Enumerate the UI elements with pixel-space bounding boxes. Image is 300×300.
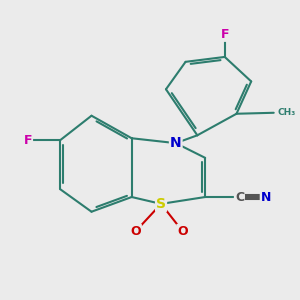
Text: N: N	[170, 136, 182, 150]
Text: O: O	[177, 225, 188, 238]
Text: C: C	[235, 190, 244, 203]
Text: O: O	[130, 225, 141, 238]
Text: F: F	[24, 134, 32, 147]
Text: N: N	[261, 190, 271, 203]
Text: F: F	[220, 28, 229, 41]
Text: S: S	[156, 197, 166, 211]
Text: CH₃: CH₃	[277, 108, 296, 117]
